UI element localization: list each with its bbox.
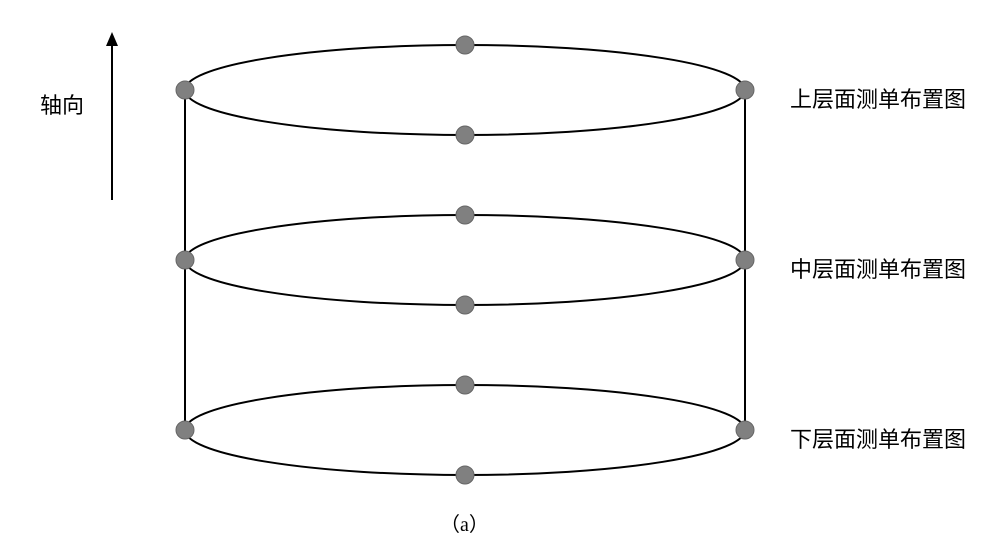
axis-label: 轴向 (40, 88, 84, 120)
ring-label-top: 上层面测单布置图 (790, 82, 966, 114)
ring-label-bottom: 下层面测单布置图 (790, 422, 966, 454)
caption: （a） (440, 508, 489, 537)
ring-label-middle: 中层面测单布置图 (790, 252, 966, 284)
diagram-container: 轴向 上层面测单布置图 中层面测单布置图 下层面测单布置图 （a） (0, 0, 1000, 548)
